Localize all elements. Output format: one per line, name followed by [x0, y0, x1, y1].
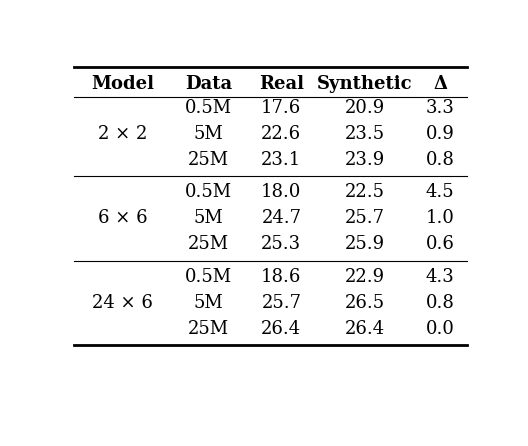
Text: 0.8: 0.8 — [426, 294, 455, 312]
Text: 25M: 25M — [188, 151, 229, 169]
Text: 2 × 2: 2 × 2 — [98, 125, 147, 143]
Text: 22.5: 22.5 — [345, 183, 385, 201]
Text: 26.4: 26.4 — [261, 320, 301, 338]
Text: 0.9: 0.9 — [426, 125, 455, 143]
Text: 0.6: 0.6 — [426, 235, 455, 253]
Text: 18.6: 18.6 — [261, 268, 301, 286]
Text: 18.0: 18.0 — [261, 183, 301, 201]
Text: 24.7: 24.7 — [261, 209, 301, 227]
Text: 0.5M: 0.5M — [185, 99, 232, 117]
Text: 25M: 25M — [188, 320, 229, 338]
Text: 3.3: 3.3 — [426, 99, 455, 117]
Text: 5M: 5M — [194, 209, 223, 227]
Text: 0.0: 0.0 — [426, 320, 455, 338]
Text: 25M: 25M — [188, 235, 229, 253]
Text: 23.5: 23.5 — [345, 125, 385, 143]
Text: 25.3: 25.3 — [261, 235, 301, 253]
Text: 17.6: 17.6 — [261, 99, 301, 117]
Text: 25.7: 25.7 — [261, 294, 301, 312]
Text: 6 × 6: 6 × 6 — [98, 209, 147, 227]
Text: 23.9: 23.9 — [345, 151, 385, 169]
Text: 25.7: 25.7 — [345, 209, 385, 227]
Text: 4.3: 4.3 — [426, 268, 455, 286]
Text: 0.5M: 0.5M — [185, 268, 232, 286]
Text: 20.9: 20.9 — [345, 99, 385, 117]
Text: 0.5M: 0.5M — [185, 183, 232, 201]
Text: 26.4: 26.4 — [345, 320, 385, 338]
Text: 22.6: 22.6 — [261, 125, 301, 143]
Text: 22.9: 22.9 — [345, 268, 385, 286]
Text: Data: Data — [185, 75, 232, 93]
Text: 26.5: 26.5 — [345, 294, 385, 312]
Text: 23.1: 23.1 — [261, 151, 301, 169]
Text: 5M: 5M — [194, 294, 223, 312]
Text: 1.0: 1.0 — [426, 209, 455, 227]
Text: 0.8: 0.8 — [426, 151, 455, 169]
Text: Synthetic: Synthetic — [317, 75, 412, 93]
Text: 5M: 5M — [194, 125, 223, 143]
Text: Δ: Δ — [433, 75, 447, 93]
Text: Model: Model — [91, 75, 154, 93]
Text: 4.5: 4.5 — [426, 183, 455, 201]
Text: Real: Real — [259, 75, 304, 93]
Text: 24 × 6: 24 × 6 — [92, 294, 153, 312]
Text: 25.9: 25.9 — [345, 235, 385, 253]
